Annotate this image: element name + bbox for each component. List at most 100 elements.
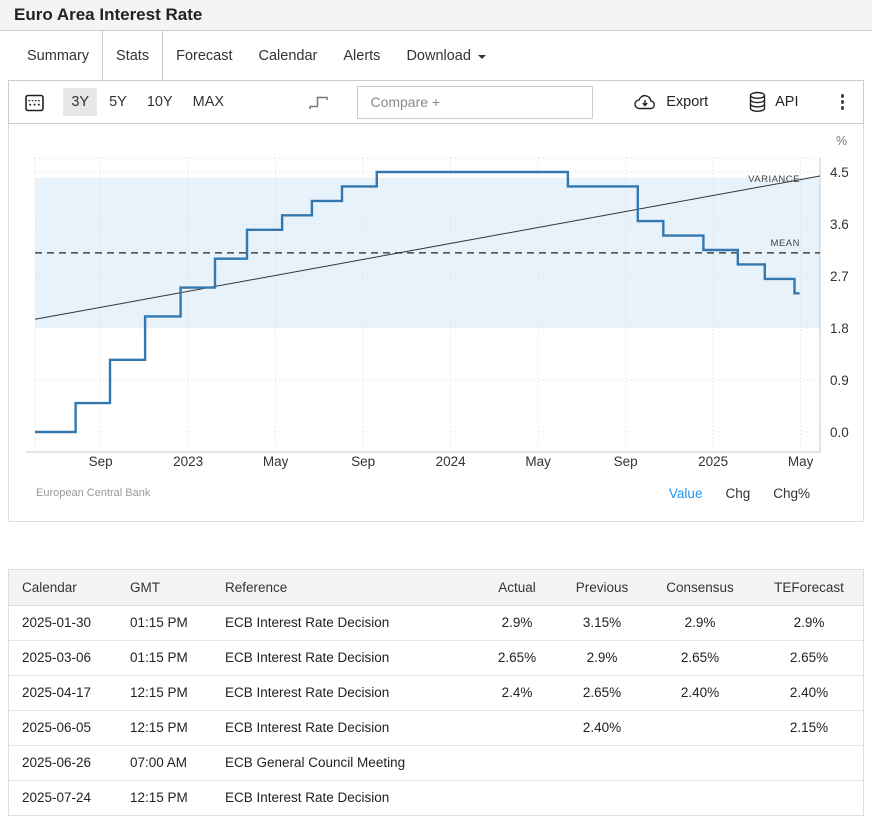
- previous-cell: [559, 779, 645, 815]
- previous-cell: 2.9%: [559, 639, 645, 675]
- step-chart-icon: [309, 96, 328, 109]
- reference-cell: ECB General Council Meeting: [225, 744, 475, 780]
- tab-calendar[interactable]: Calendar: [246, 31, 331, 80]
- consensus-cell: [645, 744, 755, 780]
- date-cell: 2025-06-26: [9, 744, 130, 780]
- tab-label: Summary: [27, 47, 90, 64]
- svg-text:May: May: [263, 454, 289, 469]
- previous-cell: [559, 744, 645, 780]
- actual-cell: 2.9%: [501, 615, 533, 630]
- tab-forecast[interactable]: Forecast: [163, 31, 245, 80]
- chart-toolbar: 3Y 5Y 10Y MAX Export: [8, 80, 864, 124]
- tab-label: Download: [406, 47, 471, 64]
- tab-bar: Summary Stats Forecast Calendar Alerts Downlo…: [0, 31, 872, 80]
- svg-text:1.8: 1.8: [830, 321, 849, 336]
- calendar-row[interactable]: 2025-04-17 12:15 PM ECB Interest Rate Deci…: [9, 674, 863, 710]
- page-title: Euro Area Interest Rate: [14, 5, 203, 24]
- reference-cell: ECB Interest Rate Decision: [225, 779, 475, 815]
- date-cell: 2025-04-17: [9, 674, 130, 710]
- time-cell: 01:15 PM: [130, 639, 225, 675]
- tab-download[interactable]: Download: [393, 31, 499, 80]
- svg-text:May: May: [525, 454, 551, 469]
- tab-stats[interactable]: Stats: [102, 31, 164, 80]
- svg-text:May: May: [788, 454, 814, 469]
- tab-alerts[interactable]: Alerts: [330, 31, 393, 80]
- chart-panel: VARIANCE MEAN Sep 2023 May Sep 2024 May Sep 2025 M…: [8, 124, 864, 522]
- time-cell: 01:15 PM: [130, 615, 188, 630]
- date-cell: 2025-01-30: [22, 615, 92, 630]
- range-button-3y[interactable]: 3Y: [63, 88, 98, 116]
- svg-text:2024: 2024: [436, 454, 467, 469]
- actual-cell: [475, 709, 559, 745]
- mean-label: MEAN: [771, 238, 800, 249]
- previous-cell: 3.15%: [582, 615, 622, 630]
- title-bar: Euro Area Interest Rate: [0, 0, 872, 31]
- svg-text:Sep: Sep: [351, 454, 375, 469]
- reference-cell: ECB Interest Rate Decision: [225, 615, 390, 630]
- svg-text:3.6: 3.6: [830, 217, 849, 232]
- kebab-menu-icon: [840, 94, 844, 98]
- time-cell: 12:15 PM: [130, 709, 225, 745]
- teforecast-cell: [755, 779, 863, 815]
- y-axis-labels: 0.0 0.9 1.8 2.7 3.6 4.5: [830, 165, 849, 440]
- actual-cell: [475, 779, 559, 815]
- tab-label: Forecast: [176, 47, 233, 64]
- svg-text:2023: 2023: [173, 454, 203, 469]
- consensus-cell: [645, 709, 755, 745]
- tab-label: Alerts: [343, 47, 381, 64]
- actual-cell: 2.4%: [475, 674, 559, 710]
- api-label: API: [775, 94, 799, 110]
- export-button[interactable]: Export: [633, 92, 708, 112]
- calendar-icon: [25, 94, 44, 111]
- consensus-cell: [645, 779, 755, 815]
- link-value[interactable]: Value: [668, 485, 703, 501]
- range-button-5y[interactable]: 5Y: [109, 94, 127, 110]
- value-mode-links: Value Chg Chg%: [669, 486, 810, 501]
- database-icon: [749, 91, 766, 112]
- consensus-cell: 2.65%: [645, 639, 755, 675]
- rate-step-line: [35, 170, 800, 434]
- calendar-row[interactable]: 2025-06-26 07:00 AM ECB General Council Me…: [9, 744, 863, 780]
- export-label: Export: [666, 94, 709, 110]
- svg-text:2.7: 2.7: [830, 269, 849, 284]
- range-button-10y[interactable]: 10Y: [146, 94, 173, 110]
- col-header-consensus: Consensus: [645, 570, 755, 606]
- calendar-row[interactable]: 2025-06-05 12:15 PM ECB Interest Rate Deci…: [9, 709, 863, 745]
- consensus-cell: 2.40%: [645, 674, 755, 710]
- calendar-row[interactable]: 2025-01-30 01:15 PM ECB Interest Rate Deci…: [9, 605, 863, 640]
- tab-summary[interactable]: Summary: [14, 31, 102, 80]
- link-chg[interactable]: Chg: [725, 485, 751, 501]
- chart-footer: European Central Bank Value Chg Chg%: [9, 479, 863, 521]
- date-cell: 2025-07-24: [9, 779, 130, 815]
- unit-label: %: [836, 134, 847, 148]
- chevron-down-icon: [477, 54, 486, 59]
- date-cell: 2025-06-05: [9, 709, 130, 745]
- api-button[interactable]: API: [748, 91, 799, 113]
- trend-line: [34, 175, 821, 320]
- range-button-max[interactable]: MAX: [192, 94, 225, 110]
- link-chg-pct[interactable]: Chg%: [773, 485, 810, 501]
- teforecast-cell: 2.65%: [755, 639, 863, 675]
- calendar-range-button[interactable]: [22, 89, 47, 115]
- col-header-previous: Previous: [559, 570, 645, 606]
- tab-label: Stats: [116, 47, 150, 64]
- rate-chart[interactable]: VARIANCE MEAN Sep 2023 May Sep 2024 May Sep 2025 M…: [9, 124, 863, 479]
- teforecast-cell: 2.40%: [755, 674, 863, 710]
- compare-input[interactable]: [357, 85, 594, 119]
- calendar-table: Calendar GMT Reference Actual Previous Consen…: [9, 570, 863, 815]
- reference-cell: ECB Interest Rate Decision: [225, 674, 475, 710]
- svg-text:Sep: Sep: [89, 454, 113, 469]
- more-options-button[interactable]: [835, 90, 851, 114]
- svg-text:Sep: Sep: [614, 454, 638, 469]
- actual-cell: [475, 744, 559, 780]
- svg-text:4.5: 4.5: [830, 165, 849, 180]
- calendar-row[interactable]: 2025-03-06 01:15 PM ECB Interest Rate Deci…: [9, 639, 863, 675]
- chart-type-button[interactable]: [306, 91, 331, 113]
- reference-cell: ECB Interest Rate Decision: [225, 709, 475, 745]
- date-cell: 2025-03-06: [9, 639, 130, 675]
- toolbar-right: Export API: [593, 90, 850, 114]
- cloud-download-icon: [634, 94, 656, 110]
- reference-cell: ECB Interest Rate Decision: [225, 639, 475, 675]
- col-header-calendar: Calendar: [9, 570, 130, 606]
- calendar-row[interactable]: 2025-07-24 12:15 PM ECB Interest Rate Deci…: [9, 779, 863, 815]
